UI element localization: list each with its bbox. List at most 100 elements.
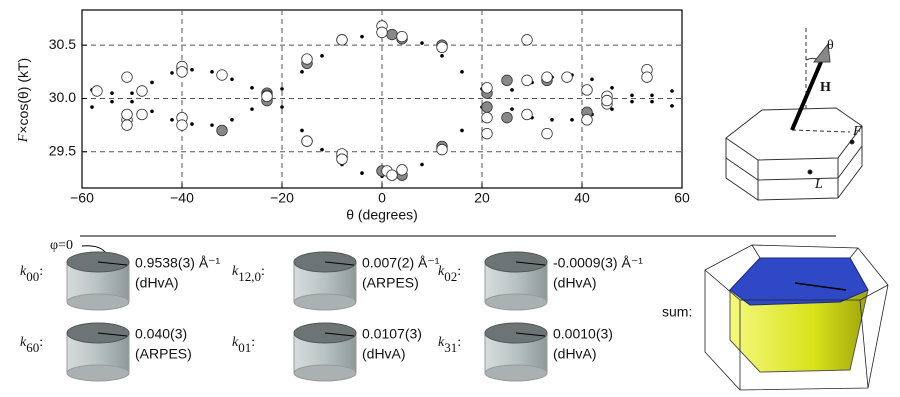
field-label: H <box>820 80 831 95</box>
model-point <box>610 107 614 111</box>
model-point <box>550 117 554 122</box>
data-point <box>481 127 493 140</box>
y-label-rest: ×cos(θ) (kT) <box>15 58 31 134</box>
data-point <box>121 71 133 83</box>
k-symbol: k <box>438 264 445 279</box>
y-axis-label: F×cos(θ) (kT) <box>15 58 32 143</box>
data-point <box>521 34 533 46</box>
cylinder-base <box>66 293 130 311</box>
k-colon: : <box>457 335 461 350</box>
data-point <box>176 119 188 131</box>
phi-line <box>97 261 128 266</box>
data-point <box>216 69 228 81</box>
data-point <box>481 101 493 113</box>
k-subscript: 12,0 <box>238 269 261 284</box>
data-point <box>561 71 573 83</box>
tile-method: (dHvA) <box>135 275 179 291</box>
k-label: k02: <box>438 264 461 284</box>
k-symbol: k <box>232 335 239 350</box>
model-point <box>230 117 234 122</box>
phi-label: φ=0 <box>50 238 73 253</box>
data-point <box>376 26 388 39</box>
tiles: k00:0.9538(3) Å⁻¹(dHvA)k12,0:0.007(2) Å⁻… <box>20 251 643 382</box>
cylinder-base <box>484 364 548 382</box>
tile-method: (dHvA) <box>553 275 597 291</box>
data-point <box>641 71 653 83</box>
model-point <box>440 54 444 58</box>
model-point <box>280 105 284 109</box>
model-point <box>210 123 214 127</box>
tile-method: (ARPES) <box>362 275 419 291</box>
model-point <box>650 93 654 98</box>
phi-line <box>324 261 355 266</box>
model-point <box>230 77 234 82</box>
data-point <box>336 153 348 165</box>
model-point <box>250 86 254 90</box>
y-tick-label: 30.0 <box>49 89 76 105</box>
data-point <box>136 85 148 97</box>
model-point <box>150 80 154 85</box>
data-point <box>501 111 513 124</box>
sum-surface <box>704 244 889 391</box>
k-subscript: 02 <box>444 269 457 284</box>
fermi-label: F <box>852 124 862 139</box>
data-point <box>261 90 273 103</box>
model-point <box>460 70 464 74</box>
model-point <box>90 105 94 109</box>
model-point <box>420 41 424 45</box>
data-point <box>601 94 613 107</box>
model-point <box>110 99 114 104</box>
data-point <box>386 28 398 41</box>
tile-value: 0.9538(3) Å⁻¹ <box>135 255 221 271</box>
phi-line <box>515 332 546 337</box>
phi-line <box>515 261 546 266</box>
data-point <box>521 108 533 121</box>
tile-method: (dHvA) <box>362 346 406 362</box>
model-point <box>670 89 674 93</box>
k-colon: : <box>457 264 461 279</box>
data-point <box>481 111 493 124</box>
tile-value: -0.0009(3) Å⁻¹ <box>553 255 643 271</box>
cylinder-base <box>66 364 130 382</box>
x-tick-label: −40 <box>170 190 194 206</box>
data-point <box>501 74 513 87</box>
x-tick-label: −20 <box>270 190 294 206</box>
data-point <box>396 164 408 176</box>
data-point <box>216 124 228 137</box>
model-point <box>510 107 514 111</box>
x-tick-label: −60 <box>70 190 94 206</box>
k-subscript: 31 <box>444 340 457 355</box>
k-subscript: 00 <box>26 269 39 284</box>
angle-label: θ <box>827 38 834 53</box>
cylinder-base <box>293 364 357 382</box>
model-point <box>510 88 514 92</box>
phi-line <box>324 332 355 337</box>
model-point <box>280 87 284 91</box>
model-point <box>300 128 304 133</box>
cylinder-base <box>293 293 357 311</box>
k-subscript: 60 <box>26 340 39 355</box>
k-colon: : <box>251 335 255 350</box>
x-tick-label: 20 <box>474 190 490 206</box>
x-tick-label: 60 <box>674 190 690 206</box>
model-point <box>670 104 674 108</box>
data-point <box>301 53 313 65</box>
data-point <box>521 74 533 87</box>
data-point <box>301 135 313 147</box>
k-colon: : <box>261 264 265 279</box>
model-point <box>420 162 424 167</box>
model-point <box>360 171 364 175</box>
k-colon: : <box>39 264 43 279</box>
k-symbol: k <box>232 264 239 279</box>
data-point <box>481 82 493 94</box>
data-point <box>336 34 348 46</box>
x-axis-label: θ (degrees) <box>346 207 418 223</box>
model-point <box>590 77 594 82</box>
phi-line <box>97 332 128 337</box>
model-point <box>170 71 174 75</box>
model-point <box>610 86 614 90</box>
model-point <box>190 67 194 72</box>
k-label: k00: <box>20 264 43 284</box>
